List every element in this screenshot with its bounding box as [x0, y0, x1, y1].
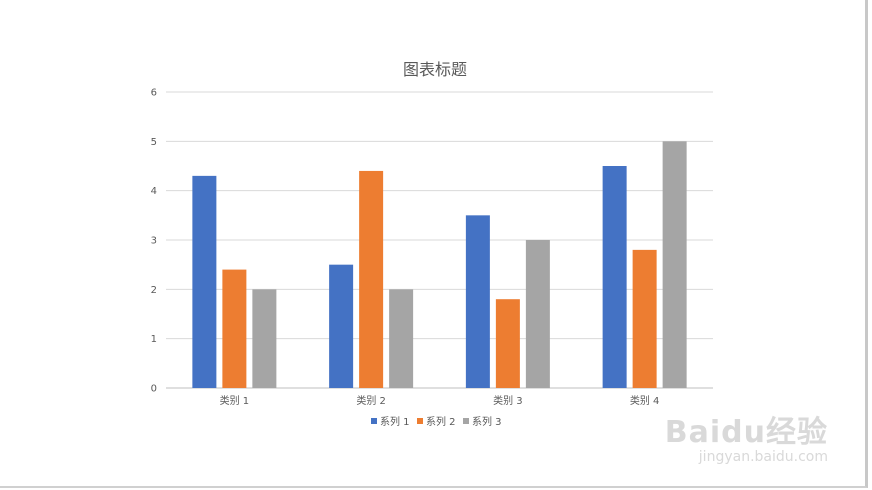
- chart-title: 图表标题: [403, 60, 467, 79]
- watermark-url: jingyan.baidu.com: [698, 449, 828, 465]
- category-label: 类别 3: [493, 394, 523, 407]
- bar: [359, 170, 384, 388]
- legend-swatch: [417, 418, 423, 424]
- bars: [192, 141, 687, 388]
- bar: [222, 269, 247, 388]
- category-label: 类别 2: [356, 394, 386, 407]
- bar: [192, 175, 217, 388]
- y-tick-label: 5: [151, 137, 157, 148]
- bar: [329, 264, 354, 388]
- legend-label: 系列 1: [380, 415, 410, 428]
- legend-swatch: [463, 418, 469, 424]
- y-axis-ticks: 0 1 2 3 4 5 6: [151, 88, 157, 395]
- x-axis-categories: 类别 1 类别 2 类别 3 类别 4: [220, 394, 660, 407]
- category-label: 类别 1: [220, 394, 250, 407]
- bar: [465, 215, 490, 388]
- watermark: Baidu经验 jingyan.baidu.com: [665, 418, 828, 466]
- legend-swatch: [371, 418, 377, 424]
- bar: [525, 240, 550, 388]
- legend-label: 系列 3: [472, 415, 502, 428]
- bar: [662, 141, 687, 388]
- y-tick-label: 6: [151, 88, 157, 99]
- y-tick-label: 1: [151, 334, 157, 345]
- category-label: 类别 4: [630, 394, 660, 407]
- bar: [252, 289, 277, 388]
- watermark-logo: Baidu经验: [664, 415, 828, 450]
- legend-label: 系列 2: [426, 415, 456, 428]
- legend: 系列 1 系列 2 系列 3: [371, 415, 502, 428]
- y-tick-label: 4: [151, 186, 157, 197]
- bar: [602, 166, 627, 388]
- bar: [495, 299, 520, 388]
- gridlines: [166, 91, 713, 389]
- y-tick-label: 3: [151, 236, 157, 247]
- bar: [389, 289, 414, 388]
- bar: [632, 249, 657, 388]
- y-tick-label: 0: [151, 384, 157, 395]
- y-tick-label: 2: [151, 285, 157, 296]
